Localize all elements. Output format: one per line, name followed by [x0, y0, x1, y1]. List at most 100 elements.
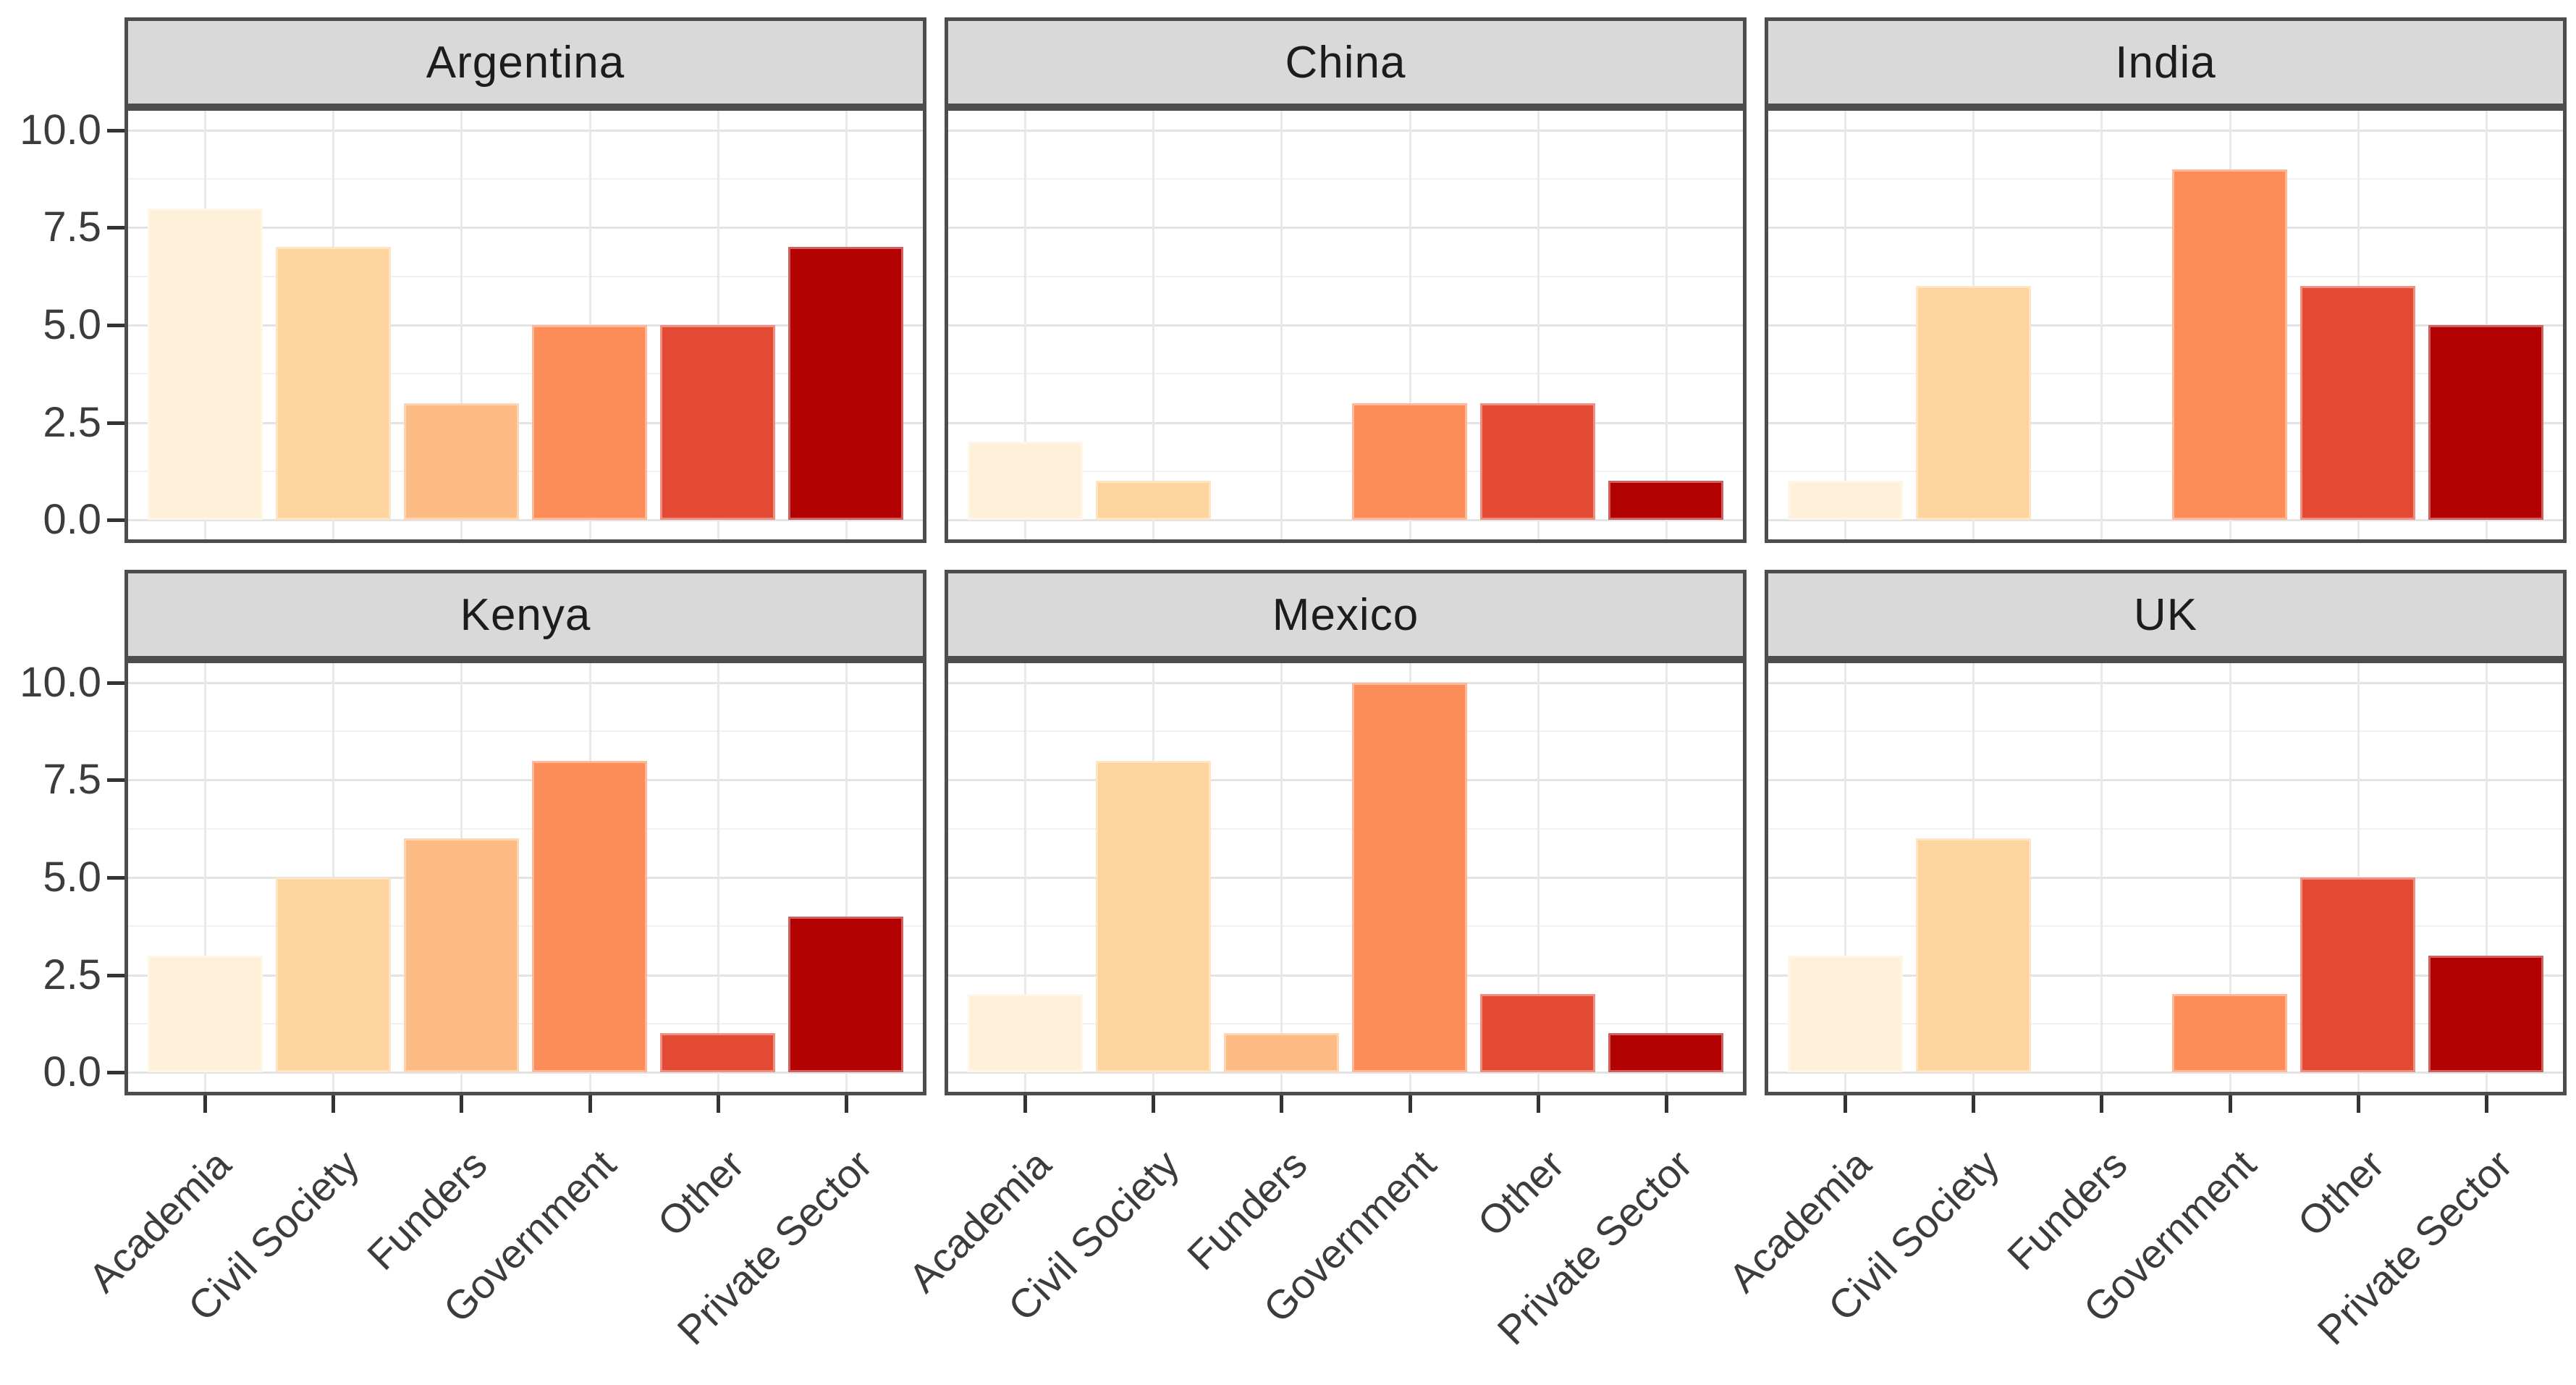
- gridline-major: [1768, 1072, 2563, 1074]
- bar-other: [659, 325, 776, 521]
- gridline-major: [1768, 681, 2563, 684]
- y-axis-tick: [107, 681, 124, 685]
- facet-strip-china: China: [945, 17, 1747, 107]
- gridline-minor: [128, 828, 923, 830]
- plot-area: [128, 663, 923, 1092]
- y-axis-label: 10.0: [20, 106, 101, 153]
- gridline-minor: [948, 731, 1743, 733]
- gridline-major: [948, 421, 1743, 424]
- bar-other: [2300, 877, 2416, 1073]
- y-axis-label: 5.0: [43, 301, 101, 348]
- gridline-minor: [948, 1022, 1743, 1024]
- x-axis-label: Other: [2289, 1141, 2393, 1245]
- gridline-minor: [1768, 925, 2563, 927]
- bar-private-sector: [2428, 955, 2544, 1073]
- facet-panel-argentina: [124, 107, 926, 543]
- bar-private-sector: [1608, 1033, 1724, 1073]
- gridline-minor: [128, 1022, 923, 1024]
- gridline-major: [128, 877, 923, 879]
- gridline-minor: [1768, 731, 2563, 733]
- gridline-major: [1768, 519, 2563, 522]
- x-axis-tick: [588, 1095, 592, 1113]
- gridline-major: [948, 519, 1743, 522]
- gridline-minor: [948, 470, 1743, 472]
- bar-civil-society: [1095, 760, 1212, 1073]
- gridline-minor: [128, 275, 923, 277]
- x-axis-tick: [331, 1095, 335, 1113]
- y-axis-tick: [107, 876, 124, 880]
- gridline-vertical: [2357, 663, 2360, 1092]
- y-axis-label: 10.0: [20, 659, 101, 706]
- gridline-major: [1768, 324, 2563, 327]
- gridline-vertical: [204, 663, 207, 1092]
- y-axis-label: 2.5: [43, 399, 101, 446]
- x-axis-tick: [1409, 1095, 1412, 1113]
- bar-government: [531, 325, 648, 521]
- facet-title: India: [2115, 37, 2216, 88]
- gridline-major: [128, 779, 923, 782]
- x-axis-label: Funders: [358, 1141, 496, 1279]
- y-axis-label: 2.5: [43, 951, 101, 998]
- gridline-minor: [128, 925, 923, 927]
- gridline-vertical: [1024, 663, 1027, 1092]
- x-axis-label: Other: [1469, 1141, 1573, 1245]
- plot-area: [948, 663, 1743, 1092]
- gridline-major: [1768, 974, 2563, 977]
- gridline-vertical: [588, 111, 591, 539]
- x-axis-label: Funders: [1178, 1141, 1316, 1279]
- facet-strip-mexico: Mexico: [945, 570, 1747, 660]
- gridline-major: [948, 974, 1743, 977]
- plot-area: [1768, 663, 2563, 1092]
- x-axis-label: Other: [649, 1141, 753, 1245]
- gridline-major: [128, 681, 923, 684]
- x-axis-tick: [1665, 1095, 1668, 1113]
- bar-funders: [1223, 1033, 1340, 1073]
- gridline-minor: [948, 925, 1743, 927]
- facet-panel-india: [1765, 107, 2567, 543]
- gridline-vertical: [2100, 663, 2103, 1092]
- gridline-minor: [1768, 1022, 2563, 1024]
- bar-academia: [1787, 481, 1903, 521]
- gridline-major: [128, 129, 923, 132]
- x-axis-tick: [1280, 1095, 1283, 1113]
- gridline-vertical: [2100, 111, 2103, 539]
- gridline-vertical: [1409, 111, 1411, 539]
- y-axis-label: 7.5: [43, 203, 101, 251]
- x-axis-tick: [845, 1095, 848, 1113]
- gridline-major: [1768, 421, 2563, 424]
- gridline-major: [128, 519, 923, 522]
- bar-academia: [967, 442, 1083, 521]
- x-axis-tick: [1537, 1095, 1540, 1113]
- facet-title: UK: [2133, 589, 2198, 640]
- gridline-major: [948, 779, 1743, 782]
- y-axis-tick: [107, 1071, 124, 1074]
- gridline-vertical: [1844, 663, 1847, 1092]
- gridline-major: [1768, 227, 2563, 230]
- bar-civil-society: [275, 247, 392, 521]
- gridline-minor: [1768, 275, 2563, 277]
- y-axis-tick: [107, 324, 124, 327]
- gridline-vertical: [2485, 111, 2488, 539]
- facet-panel-china: [945, 107, 1747, 543]
- gridline-vertical: [1537, 663, 1540, 1092]
- bar-civil-society: [275, 877, 392, 1073]
- gridline-minor: [948, 275, 1743, 277]
- gridline-vertical: [1152, 111, 1155, 539]
- gridline-vertical: [717, 111, 719, 539]
- bar-civil-society: [1915, 286, 2032, 521]
- bar-private-sector: [788, 247, 904, 521]
- y-axis-label: 0.0: [43, 1048, 101, 1095]
- bar-government: [531, 760, 648, 1073]
- y-axis-tick: [107, 129, 124, 132]
- gridline-vertical: [1665, 111, 1668, 539]
- bar-government: [1351, 682, 1468, 1073]
- facet-panel-uk: [1765, 660, 2567, 1095]
- gridline-major: [948, 129, 1743, 132]
- gridline-vertical: [1844, 111, 1847, 539]
- gridline-vertical: [2485, 663, 2488, 1092]
- gridline-major: [948, 227, 1743, 230]
- gridline-minor: [1768, 828, 2563, 830]
- facet-title: China: [1285, 37, 1406, 88]
- bar-funders: [403, 403, 520, 521]
- x-axis-tick: [1023, 1095, 1027, 1113]
